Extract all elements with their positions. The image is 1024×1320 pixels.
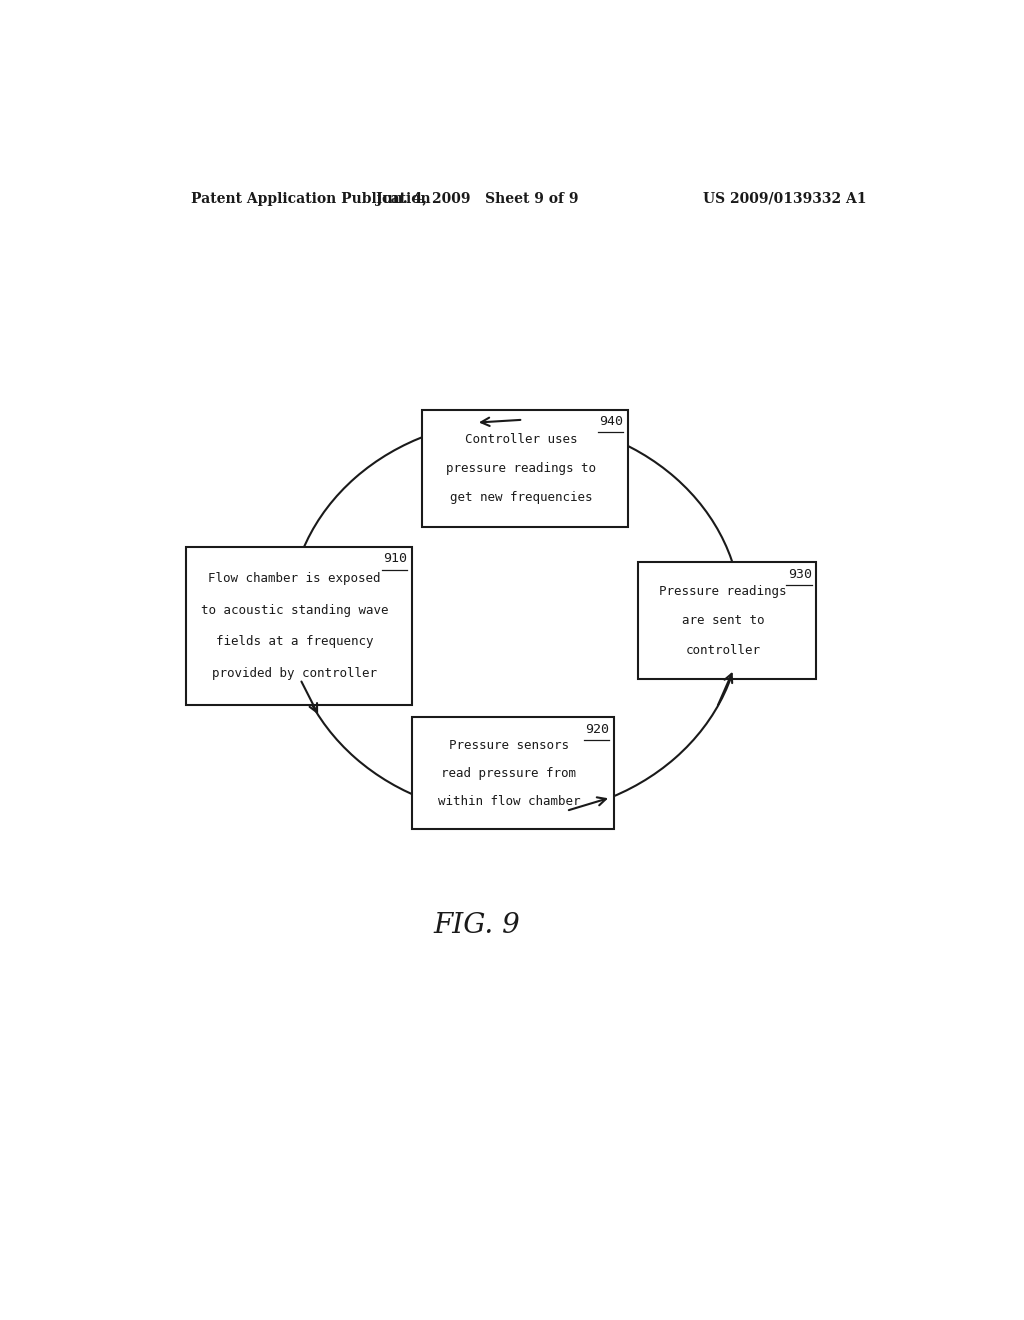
Text: 930: 930 xyxy=(787,568,812,581)
Bar xyxy=(185,548,412,705)
Text: US 2009/0139332 A1: US 2009/0139332 A1 xyxy=(702,191,866,206)
Text: 920: 920 xyxy=(586,722,609,735)
Text: fields at a frequency: fields at a frequency xyxy=(216,635,374,648)
Text: 910: 910 xyxy=(383,552,407,565)
Text: read pressure from: read pressure from xyxy=(441,767,577,780)
Text: Patent Application Publication: Patent Application Publication xyxy=(191,191,431,206)
Text: are sent to: are sent to xyxy=(682,614,765,627)
Text: to acoustic standing wave: to acoustic standing wave xyxy=(201,603,388,616)
Text: FIG. 9: FIG. 9 xyxy=(434,912,520,940)
Text: Jun. 4, 2009   Sheet 9 of 9: Jun. 4, 2009 Sheet 9 of 9 xyxy=(376,191,579,206)
Text: Pressure sensors: Pressure sensors xyxy=(449,739,569,752)
Text: within flow chamber: within flow chamber xyxy=(437,795,581,808)
Text: Controller uses: Controller uses xyxy=(465,433,578,446)
Bar xyxy=(422,411,628,527)
Bar xyxy=(638,562,816,680)
Text: 940: 940 xyxy=(599,414,624,428)
Text: provided by controller: provided by controller xyxy=(212,667,377,680)
Text: Pressure readings: Pressure readings xyxy=(659,585,787,598)
Text: get new frequencies: get new frequencies xyxy=(450,491,592,504)
Bar xyxy=(412,718,614,829)
Text: pressure readings to: pressure readings to xyxy=(445,462,596,475)
Text: controller: controller xyxy=(686,644,761,656)
Text: Flow chamber is exposed: Flow chamber is exposed xyxy=(209,572,381,585)
